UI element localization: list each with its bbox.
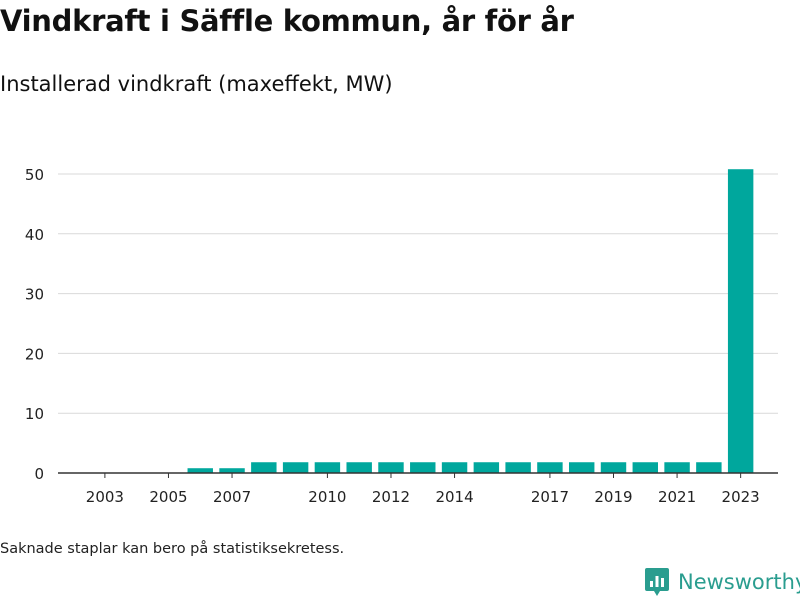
bar-2011	[346, 462, 372, 473]
bar-2023	[727, 169, 754, 473]
brand: Newsworthy	[644, 567, 800, 597]
bar-2009	[282, 462, 309, 473]
brand-name: Newsworthy	[678, 570, 800, 594]
y-tick-label: 30	[25, 286, 44, 304]
chart-subtitle: Installerad vindkraft (maxeffekt, MW)	[0, 72, 393, 96]
x-tick-label: 2017	[531, 488, 569, 506]
bar-2008	[251, 462, 277, 473]
y-tick-label: 0	[34, 465, 44, 483]
x-tick-label: 2003	[86, 488, 124, 506]
bar-2022	[696, 462, 722, 473]
x-tick-label: 2023	[722, 488, 760, 506]
bar-2021	[664, 462, 690, 473]
bar-2015	[473, 462, 500, 473]
bar-2010	[314, 462, 341, 473]
bar-2012	[378, 462, 404, 473]
bar-2013	[410, 462, 436, 473]
bar-2019	[600, 462, 627, 473]
x-tick-label: 2007	[213, 488, 251, 506]
x-tick-label: 2010	[308, 488, 346, 506]
x-tick-label: 2005	[149, 488, 187, 506]
y-tick-label: 40	[25, 226, 44, 244]
x-tick-label: 2021	[658, 488, 696, 506]
bar-2020	[632, 462, 658, 473]
y-tick-label: 50	[25, 166, 44, 184]
bar-2018	[568, 462, 595, 473]
footnote: Saknade staplar kan bero på statistiksek…	[0, 541, 345, 557]
x-tick-label: 2019	[594, 488, 632, 506]
bar-2014	[441, 462, 468, 473]
newsworthy-logo-icon	[645, 568, 669, 596]
y-tick-label: 20	[25, 345, 44, 363]
bar-2007	[219, 468, 245, 473]
x-tick-label: 2014	[435, 488, 473, 506]
chart-title: Vindkraft i Säffle kommun, år för år	[0, 4, 574, 38]
bar-2006	[187, 468, 213, 473]
x-tick-label: 2012	[372, 488, 410, 506]
bar-2016	[505, 462, 531, 473]
bar-2017	[537, 462, 563, 473]
y-tick-label: 10	[25, 405, 44, 423]
